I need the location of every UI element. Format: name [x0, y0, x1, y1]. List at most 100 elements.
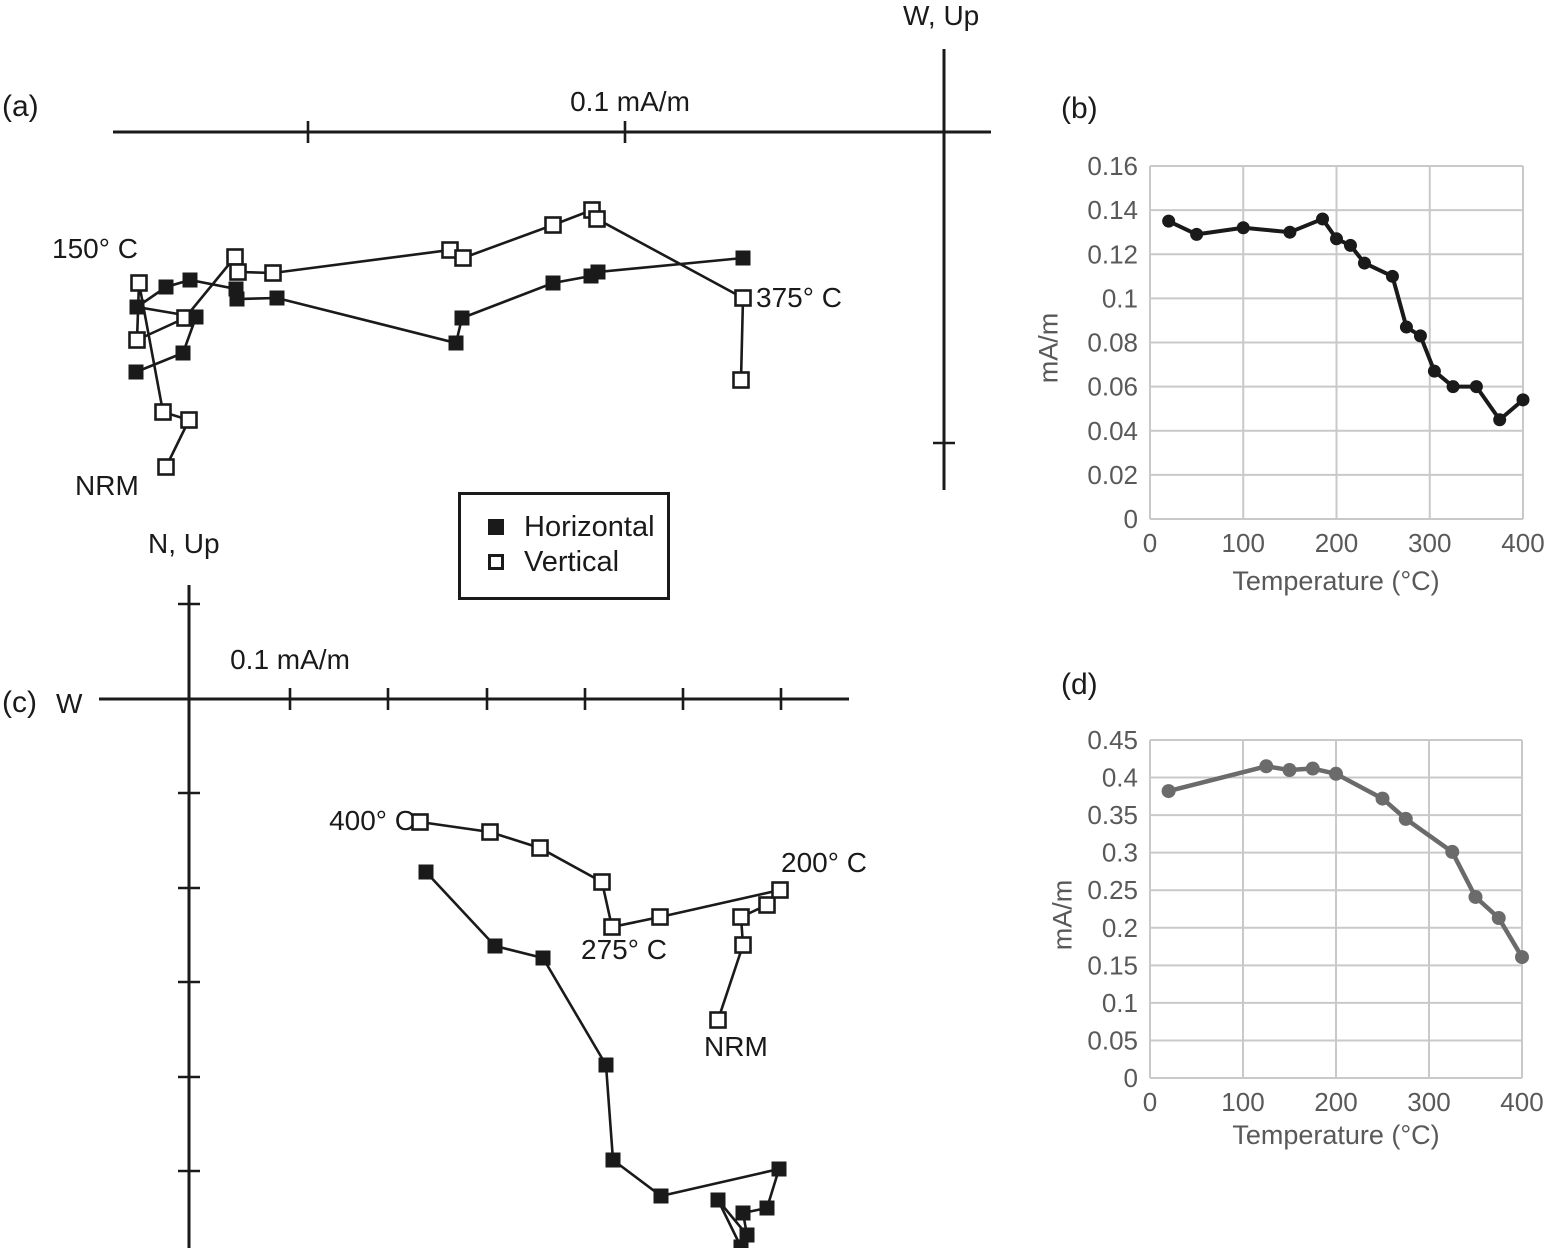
data-point-marker — [1398, 811, 1413, 826]
data-point-marker — [1305, 761, 1320, 776]
filled-square-marker — [545, 275, 561, 291]
x-tick-label: 300 — [1407, 1087, 1450, 1117]
panel-b-y-axis-title: mA/m — [1033, 312, 1064, 384]
filled-square-marker — [182, 272, 198, 288]
filled-square-marker — [158, 279, 174, 295]
data-point-marker — [1236, 221, 1250, 235]
y-tick-label: 0.4 — [1102, 763, 1138, 793]
filled-square-marker — [735, 1205, 751, 1221]
filled-square-icon — [488, 519, 504, 535]
y-tick-label: 0.15 — [1087, 950, 1138, 980]
open-square-marker — [603, 918, 621, 936]
open-square-marker — [229, 263, 247, 281]
data-point-marker — [1259, 759, 1274, 774]
y-tick-label: 0.12 — [1087, 239, 1138, 269]
y-tick-label: 0 — [1124, 504, 1138, 534]
panel-a-vector-plot — [113, 49, 991, 490]
open-square-marker — [130, 274, 148, 292]
open-square-marker — [732, 371, 750, 389]
filled-square-marker — [598, 1057, 614, 1073]
open-square-marker — [157, 458, 175, 476]
panel-d-y-axis-title: mA/m — [1047, 879, 1078, 951]
open-square-marker — [454, 249, 472, 267]
panel-c-275c-label: 275° C — [581, 934, 667, 965]
panel-a-nrm-label: NRM — [75, 470, 139, 501]
panel-c-tag: (c) — [2, 686, 37, 719]
panel-a-scale-label: 0.1 mA/m — [570, 86, 690, 117]
y-tick-label: 0.04 — [1087, 416, 1138, 446]
panel-d-tag: (d) — [1061, 668, 1098, 701]
x-tick-label: 0 — [1143, 1087, 1157, 1117]
open-square-marker — [531, 839, 549, 857]
open-square-marker — [771, 881, 789, 899]
legend-label-horizontal: Horizontal — [524, 511, 655, 543]
data-point-marker — [1516, 393, 1530, 407]
filled-square-marker — [454, 310, 470, 326]
panel-c-up-axis-label: N, Up — [148, 528, 220, 559]
panel-c-400c-label: 400° C — [329, 805, 415, 836]
y-tick-label: 0.16 — [1087, 151, 1138, 181]
panel-a-150c-label: 150° C — [52, 233, 138, 264]
filled-square-marker — [771, 1161, 787, 1177]
panel-a-tag: (a) — [2, 90, 39, 123]
data-point-marker — [1330, 232, 1343, 246]
x-tick-label: 100 — [1221, 1087, 1264, 1117]
panel-c-vertical-path — [419, 820, 784, 1021]
open-square-marker — [758, 896, 776, 914]
data-point-marker — [1161, 784, 1176, 799]
data-point-marker — [1491, 911, 1506, 926]
data-point-marker — [1427, 364, 1441, 378]
y-tick-label: 0 — [1124, 1063, 1138, 1093]
panel-c-200c-label: 200° C — [781, 847, 867, 878]
data-point-marker — [1316, 212, 1330, 226]
open-square-marker — [734, 289, 752, 307]
y-tick-label: 0.02 — [1087, 460, 1138, 490]
x-tick-label: 100 — [1222, 528, 1265, 558]
open-square-marker — [544, 216, 562, 234]
data-point-marker — [1357, 256, 1371, 270]
filled-square-marker — [605, 1152, 621, 1168]
y-tick-label: 0.08 — [1087, 328, 1138, 358]
open-square-marker — [264, 264, 282, 282]
y-tick-label: 0.1 — [1102, 283, 1138, 313]
data-point-marker — [1468, 889, 1483, 904]
data-point-marker — [1329, 766, 1343, 781]
open-square-marker — [226, 248, 244, 266]
filled-square-marker — [535, 950, 551, 966]
panel-b-tag: (b) — [1061, 92, 1098, 125]
filled-square-marker — [269, 290, 285, 306]
y-tick-label: 0.45 — [1087, 725, 1138, 755]
filled-square-marker — [710, 1192, 726, 1208]
x-tick-label: 400 — [1501, 528, 1544, 558]
data-point-marker — [1399, 320, 1413, 334]
panel-a-horizontal-path — [133, 256, 744, 374]
data-point-marker — [1375, 791, 1390, 806]
y-tick-label: 0.06 — [1087, 372, 1138, 402]
panel-d-line-chart: 0 0.05 0.1 0.15 0.2 0.25 0.3 0.35 0.4 0.45 0 100 200… — [1087, 725, 1543, 1117]
filled-square-marker — [448, 335, 464, 351]
open-square-icon — [488, 554, 504, 570]
x-tick-label: 400 — [1500, 1087, 1543, 1117]
open-square-marker — [588, 210, 606, 228]
panel-a-375c-label: 375° C — [756, 282, 842, 313]
filled-square-marker — [188, 309, 204, 325]
data-point-marker — [1385, 269, 1399, 283]
y-tick-label: 0.3 — [1102, 838, 1138, 868]
filled-square-marker — [653, 1188, 669, 1204]
panel-d-x-axis-title: Temperature (°C) — [1232, 1120, 1440, 1150]
x-tick-label: 300 — [1408, 528, 1451, 558]
open-square-marker — [732, 908, 750, 926]
filled-square-marker — [418, 864, 434, 880]
filled-square-marker — [175, 345, 191, 361]
open-square-marker — [709, 1011, 727, 1029]
open-square-marker — [154, 403, 172, 421]
open-square-marker — [481, 823, 499, 841]
x-tick-label: 200 — [1314, 1087, 1357, 1117]
data-point-marker — [1343, 238, 1357, 252]
data-point-marker — [1162, 214, 1176, 228]
data-point-marker — [1515, 950, 1529, 965]
panel-c-vector-plot — [99, 585, 849, 1248]
open-square-marker — [180, 411, 198, 429]
data-point-marker — [1446, 380, 1460, 394]
